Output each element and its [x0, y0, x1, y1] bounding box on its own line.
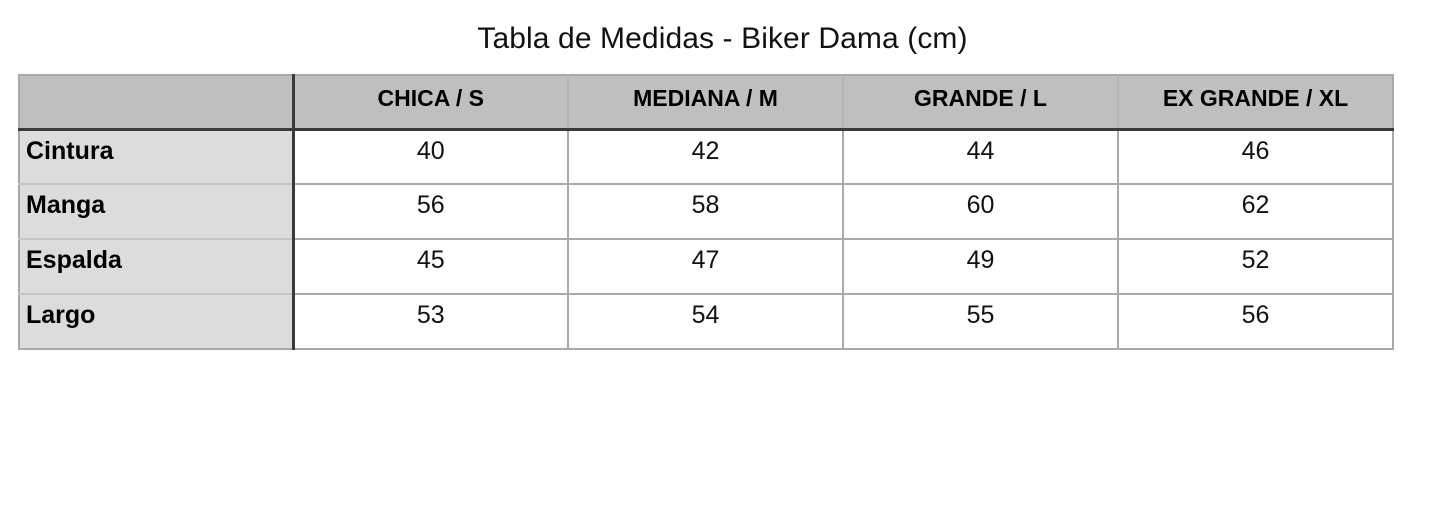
row-label-cintura: Cintura [19, 129, 295, 185]
cell-cintura-ex-grande-xl: 46 [1118, 129, 1393, 185]
column-header-mediana-m: MEDIANA / M [568, 75, 844, 131]
cell-cintura-chica-s: 40 [293, 129, 569, 185]
measurements-table-container: CHICA / S MEDIANA / M GRANDE / L EX GRAN… [18, 74, 1394, 350]
page-title: Tabla de Medidas - Biker Dama (cm) [477, 22, 968, 55]
cell-largo-chica-s: 53 [293, 294, 569, 349]
column-header-chica-s: CHICA / S [293, 75, 569, 131]
cell-espalda-grande-l: 49 [843, 239, 1119, 295]
row-label-largo: Largo [19, 294, 295, 349]
table-row: Espalda 45 47 49 52 [19, 239, 1393, 295]
table-header-row: CHICA / S MEDIANA / M GRANDE / L EX GRAN… [19, 75, 1393, 131]
cell-cintura-grande-l: 44 [843, 129, 1119, 185]
cell-manga-chica-s: 56 [293, 184, 569, 240]
table-row: Cintura 40 42 44 46 [19, 129, 1393, 185]
row-label-espalda: Espalda [19, 239, 295, 295]
table-body: Cintura 40 42 44 46 Manga 56 58 60 62 Es… [19, 129, 1393, 349]
cell-manga-mediana-m: 58 [568, 184, 844, 240]
cell-largo-mediana-m: 54 [568, 294, 844, 349]
column-header-grande-l: GRANDE / L [843, 75, 1119, 131]
column-header-ex-grande-xl: EX GRANDE / XL [1118, 75, 1393, 131]
cell-largo-grande-l: 55 [843, 294, 1119, 349]
cell-espalda-chica-s: 45 [293, 239, 569, 295]
table-row: Manga 56 58 60 62 [19, 184, 1393, 240]
measurements-table: CHICA / S MEDIANA / M GRANDE / L EX GRAN… [18, 74, 1394, 350]
cell-largo-ex-grande-xl: 56 [1118, 294, 1393, 349]
cell-espalda-ex-grande-xl: 52 [1118, 239, 1393, 295]
cell-espalda-mediana-m: 47 [568, 239, 844, 295]
table-head: CHICA / S MEDIANA / M GRANDE / L EX GRAN… [19, 75, 1393, 131]
row-label-manga: Manga [19, 184, 295, 240]
table-row: Largo 53 54 55 56 [19, 294, 1393, 349]
table-corner-cell [19, 75, 295, 131]
cell-manga-grande-l: 60 [843, 184, 1119, 240]
cell-manga-ex-grande-xl: 62 [1118, 184, 1393, 240]
cell-cintura-mediana-m: 42 [568, 129, 844, 185]
